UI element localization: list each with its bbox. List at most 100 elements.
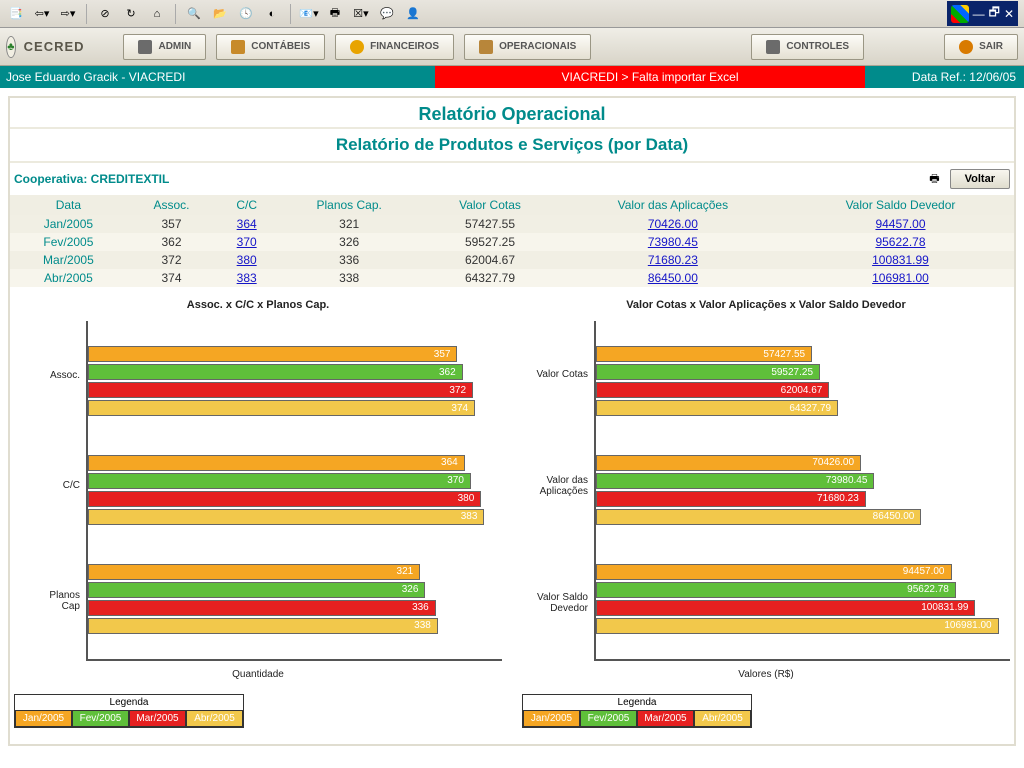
chart-bar-value: 336	[412, 602, 429, 613]
back-icon[interactable]: ⇦▾	[32, 4, 52, 24]
menu-label: CONTÁBEIS	[251, 41, 310, 52]
messenger-icon[interactable]: 👤	[403, 4, 423, 24]
mail-icon[interactable]: 📧▾	[299, 4, 319, 24]
table-cell[interactable]: 100831.99	[787, 251, 1014, 269]
menu-label: ADMIN	[158, 41, 191, 52]
app-logo-icon: ♣	[6, 36, 16, 58]
table-row: Abr/200537438333864327.7986450.00106981.…	[10, 269, 1014, 287]
table-cell[interactable]: 94457.00	[787, 215, 1014, 233]
menu-icon	[138, 40, 152, 54]
edit-icon[interactable]: ☒▾	[351, 4, 371, 24]
table-cell[interactable]: 383	[216, 269, 277, 287]
table-cell: 326	[277, 233, 421, 251]
chart-bar-value: 321	[397, 566, 414, 577]
chart-bar: 364	[88, 455, 465, 471]
menu-financeiros[interactable]: FINANCEIROS	[335, 34, 454, 60]
print-icon[interactable]: 🖶	[929, 170, 939, 189]
chart-bar: 380	[88, 491, 481, 507]
menu-controles[interactable]: CONTROLES	[751, 34, 864, 60]
table-cell[interactable]: 364	[216, 215, 277, 233]
chart-bar: 100831.99	[596, 600, 975, 616]
favorites-icon[interactable]: 📂	[210, 4, 230, 24]
menu-icon	[479, 40, 493, 54]
table-cell[interactable]: 73980.45	[559, 233, 787, 251]
menu-icon	[350, 40, 364, 54]
chart-bar-value: 57427.55	[763, 349, 805, 360]
stop-icon[interactable]: ⊘	[95, 4, 115, 24]
discuss-icon[interactable]: 💬	[377, 4, 397, 24]
chart-bar: 57427.55	[596, 346, 812, 362]
chart-bar-value: 370	[447, 475, 464, 486]
chart-bar: 73980.45	[596, 473, 874, 489]
chart-bar-value: 73980.45	[826, 475, 868, 486]
minimize-icon[interactable]: —	[973, 7, 985, 21]
chart-group-label: C/C	[14, 480, 80, 491]
close-icon[interactable]: ✕	[1004, 7, 1014, 21]
print2-icon[interactable]: 🖶	[325, 4, 345, 24]
back-button[interactable]: Voltar	[950, 169, 1010, 189]
page-title: Relatório Operacional	[10, 98, 1014, 127]
maximize-icon[interactable]: 🗗	[989, 3, 1000, 24]
chart-group-label: Valor Saldo Devedor	[522, 592, 588, 614]
chart-left: Assoc. x C/C x Planos Cap. Assoc.C/CPlan…	[14, 295, 502, 728]
chart-bar-value: 94457.00	[903, 566, 945, 577]
status-alert: VIACREDI > Falta importar Excel	[435, 66, 865, 88]
search-icon[interactable]: 🔍	[184, 4, 204, 24]
history2-icon[interactable]: 🕓	[236, 4, 256, 24]
chart-right: Valor Cotas x Valor Aplicações x Valor S…	[522, 295, 1010, 728]
table-cell: 362	[127, 233, 216, 251]
table-cell: 62004.67	[421, 251, 559, 269]
table-cell[interactable]: 106981.00	[787, 269, 1014, 287]
report-panel: Relatório Operacional Relatório de Produ…	[8, 96, 1016, 746]
table-cell[interactable]: 86450.00	[559, 269, 787, 287]
table-cell[interactable]: 70426.00	[559, 215, 787, 233]
history-icon[interactable]: 📑	[6, 4, 26, 24]
chart-bar-value: 64327.79	[789, 403, 831, 414]
chart-bar-value: 106981.00	[944, 620, 991, 631]
table-header: C/C	[216, 195, 277, 215]
table-cell[interactable]: 95622.78	[787, 233, 1014, 251]
chart-bar-value: 70426.00	[812, 457, 854, 468]
legend-item: Jan/2005	[15, 710, 72, 727]
chart-bar: 336	[88, 600, 436, 616]
media-icon[interactable]: ◐	[262, 4, 282, 24]
chart-bar: 64327.79	[596, 400, 838, 416]
menu-icon	[231, 40, 245, 54]
app-header: ♣ CECRED ADMINCONTÁBEISFINANCEIROSOPERAC…	[0, 28, 1024, 66]
chart-bar-value: 71680.23	[817, 493, 859, 504]
chart-bar-value: 374	[451, 403, 468, 414]
table-header: Data	[10, 195, 127, 215]
chart-bar-value: 372	[449, 385, 466, 396]
forward-icon[interactable]: ⇨▾	[58, 4, 78, 24]
menu-admin[interactable]: ADMIN	[123, 34, 206, 60]
table-cell[interactable]: 380	[216, 251, 277, 269]
chart-group-label: Valor Cotas	[522, 369, 588, 380]
table-cell[interactable]: 71680.23	[559, 251, 787, 269]
table-cell: 321	[277, 215, 421, 233]
table-cell: 338	[277, 269, 421, 287]
chart-bar-value: 326	[402, 584, 419, 595]
cooperative-label: Cooperativa: CREDITEXTIL	[14, 172, 169, 186]
menu-sair[interactable]: SAIR	[944, 34, 1018, 60]
chart-bar-value: 62004.67	[781, 385, 823, 396]
legend-item: Mar/2005	[637, 710, 694, 727]
chart-bar: 95622.78	[596, 582, 956, 598]
browser-toolbar: 📑 ⇦▾ ⇨▾ ⊘ ↻ ⌂ 🔍 📂 🕓 ◐ 📧▾ 🖶 ☒▾ 💬 👤 — 🗗 ✕	[0, 0, 1024, 28]
data-table: DataAssoc.C/CPlanos Cap.Valor CotasValor…	[10, 195, 1014, 287]
status-date: Data Ref.: 12/06/05	[865, 66, 1024, 88]
table-cell: 59527.25	[421, 233, 559, 251]
menu-label: OPERACIONAIS	[499, 41, 576, 52]
menu-operacionais[interactable]: OPERACIONAIS	[464, 34, 591, 60]
table-cell[interactable]: 370	[216, 233, 277, 251]
home-icon[interactable]: ⌂	[147, 4, 167, 24]
table-row: Fev/200536237032659527.2573980.4595622.7…	[10, 233, 1014, 251]
menu-label: FINANCEIROS	[370, 41, 439, 52]
chart-bar: 94457.00	[596, 564, 952, 580]
chart-right-xlabel: Valores (R$)	[522, 661, 1010, 680]
refresh-icon[interactable]: ↻	[121, 4, 141, 24]
chart-left-xlabel: Quantidade	[14, 661, 502, 680]
menu-contábeis[interactable]: CONTÁBEIS	[216, 34, 325, 60]
legend-item: Abr/2005	[694, 710, 751, 727]
table-cell: Abr/2005	[10, 269, 127, 287]
chart-bar: 71680.23	[596, 491, 866, 507]
